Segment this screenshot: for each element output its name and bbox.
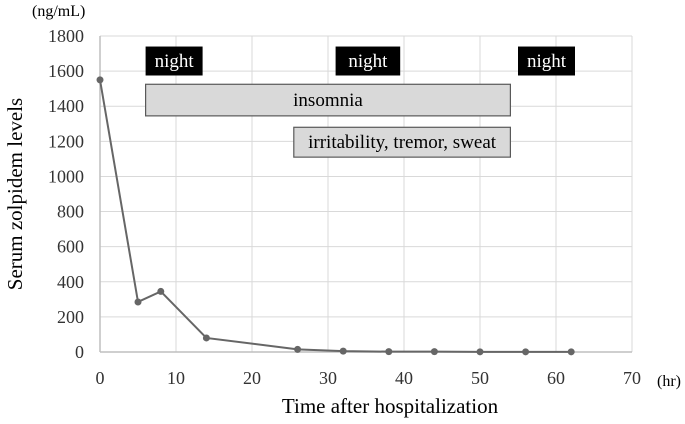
y-tick-label: 1800 [48, 26, 84, 46]
y-tick-label: 1600 [48, 61, 84, 81]
symptom-annotation: insomnia [145, 83, 511, 117]
night-box [518, 46, 575, 76]
y-tick-label: 0 [75, 342, 84, 362]
data-point [339, 347, 347, 355]
y-tick-label: 1000 [48, 166, 84, 186]
night-box [145, 46, 203, 76]
night-label: night [155, 51, 195, 72]
y-tick-label: 600 [57, 237, 84, 257]
annotation-layer: night night night insomnia irritability, tre… [145, 46, 575, 158]
symptom-annotation: irritability, tremor, sweat [293, 126, 511, 158]
x-tick-label: 40 [395, 368, 413, 388]
x-tick-label: 0 [96, 368, 105, 388]
y-axis-unit: (ng/mL) [32, 3, 85, 20]
night-label: night [348, 51, 388, 72]
y-tick-label: 200 [57, 307, 84, 327]
axis-layer [99, 36, 632, 353]
symptom-label: irritability, tremor, sweat [308, 132, 497, 153]
night-box [335, 46, 401, 76]
data-point [134, 298, 142, 306]
x-tick-label: 30 [319, 368, 337, 388]
series-line [99, 79, 572, 353]
data-point [96, 76, 104, 84]
series-layer [96, 76, 575, 356]
night-annotation: night [518, 46, 575, 76]
data-point [476, 348, 484, 356]
data-point [157, 287, 165, 295]
night-annotation: night [335, 46, 401, 76]
symptom-label: insomnia [293, 90, 363, 111]
y-tick-label: 400 [57, 272, 84, 292]
x-axis-unit: (hr) [657, 373, 681, 390]
y-tick-label: 1200 [48, 131, 84, 151]
y-axis-title: Serum zolpidem levels [3, 98, 27, 290]
symptom-box [293, 126, 511, 158]
y-tick-label: 800 [57, 202, 84, 222]
data-point [385, 348, 393, 356]
label-layer: (ng/mL) (hr) Time after hospitalization … [3, 3, 681, 418]
x-axis-title: Time after hospitalization [282, 394, 499, 418]
data-point [294, 345, 302, 353]
x-tick-label: 10 [167, 368, 185, 388]
x-tick-label: 60 [547, 368, 565, 388]
data-point [202, 334, 210, 342]
night-annotation: night [145, 46, 203, 76]
data-point [430, 348, 438, 356]
night-label: night [527, 51, 567, 72]
symptom-box [145, 83, 511, 117]
data-point [567, 348, 575, 356]
y-tick-label: 1400 [48, 96, 84, 116]
grid-layer [100, 35, 633, 352]
x-tick-label: 70 [623, 368, 641, 388]
x-tick-label: 50 [471, 368, 489, 388]
data-point [522, 348, 530, 356]
x-tick-label: 20 [243, 368, 261, 388]
